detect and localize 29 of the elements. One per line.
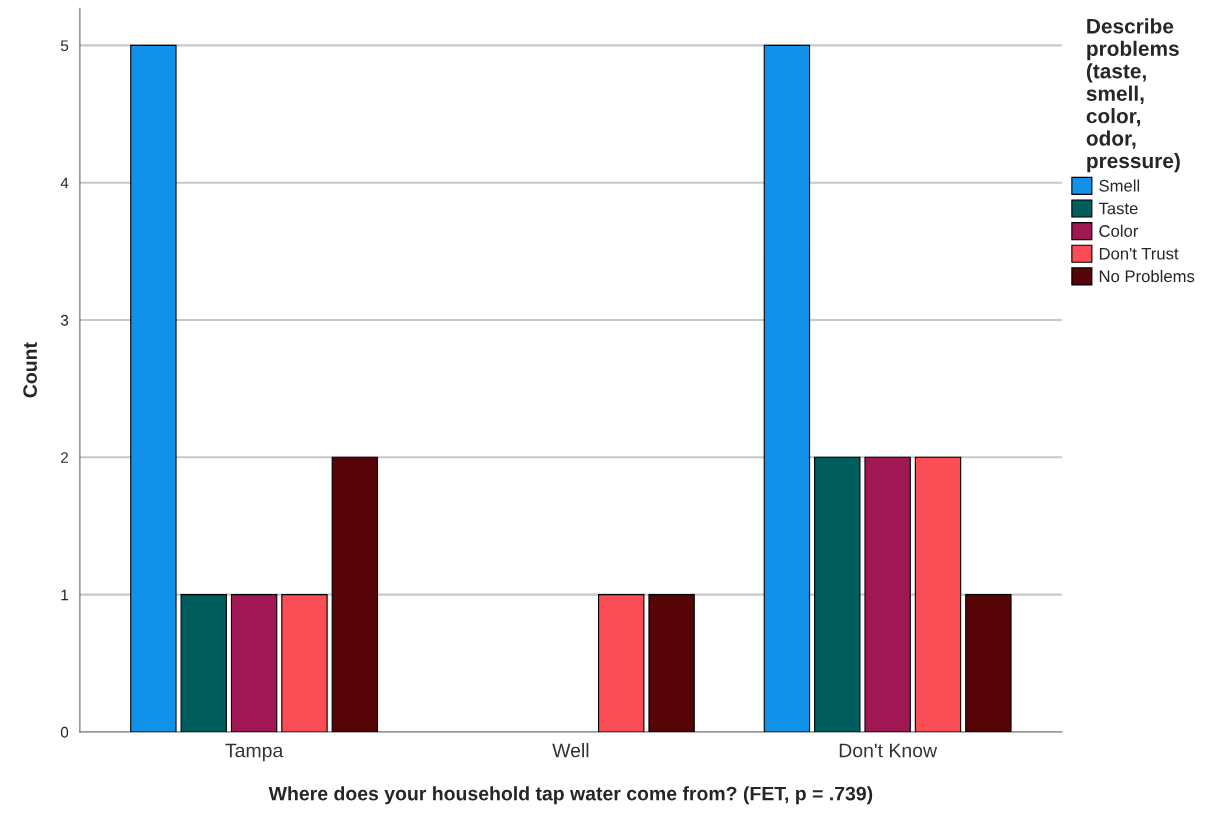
y-tick-label: 3	[60, 314, 69, 326]
bar	[914, 456, 962, 732]
bar	[763, 44, 811, 732]
y-tick-label: 4	[60, 177, 69, 189]
bar	[864, 456, 911, 732]
y-tick-label: 5	[60, 40, 69, 52]
bar	[180, 594, 227, 732]
bar	[814, 456, 861, 732]
x-tick-label: Don't Know	[839, 743, 938, 758]
bar	[230, 594, 278, 732]
bar	[331, 456, 379, 732]
legend-label: Smell	[1099, 179, 1140, 192]
y-tick-label: 2	[61, 452, 69, 463]
bar	[281, 594, 328, 732]
y-tick-label: 1	[61, 589, 69, 601]
bar	[598, 594, 645, 732]
x-axis-title: Where does your household tap water come from? (FET, p = .739)	[268, 786, 873, 805]
x-tick-label: Tampa	[225, 743, 284, 762]
legend-label: Color	[1099, 224, 1139, 237]
bar	[130, 44, 177, 732]
y-tick-label: 0	[60, 726, 69, 738]
legend-label: No Problems	[1099, 269, 1195, 283]
x-tick-label: Well	[552, 743, 589, 758]
bar	[965, 594, 1012, 732]
y-axis-title: Count	[23, 342, 37, 398]
legend-label: Don't Trust	[1099, 247, 1179, 260]
bar	[648, 594, 695, 732]
legend-label: Taste	[1098, 202, 1138, 215]
legend-title: Describe problems (taste, smell, color, odor, pressure)	[1086, 18, 1180, 173]
